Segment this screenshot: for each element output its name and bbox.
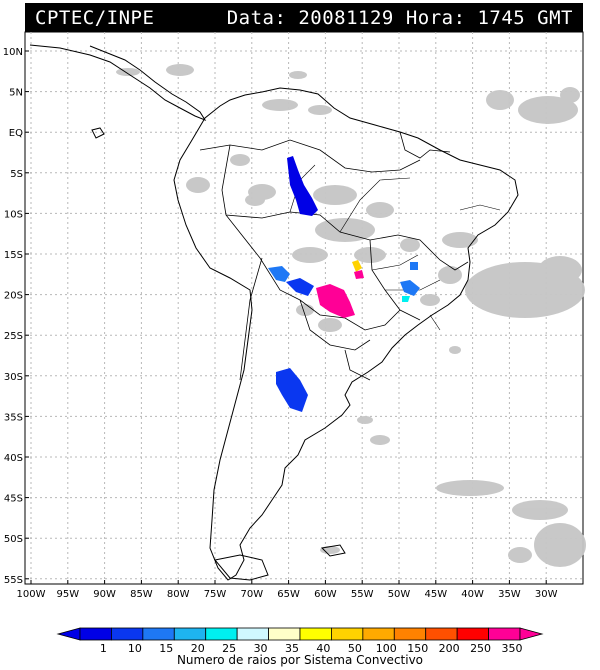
system-argentina — [276, 368, 308, 412]
legend-arrow-left — [56, 627, 81, 641]
falklands — [320, 544, 346, 557]
datetime-label: Data: 20081129 Hora: 1745 GMT — [227, 7, 573, 29]
cloud-cover — [116, 64, 586, 567]
lon-tick-label: 65W — [277, 589, 300, 600]
legend-value-label: 1 — [100, 642, 107, 655]
legend-caption: Numero de raios por Sistema Convectivo — [176, 653, 424, 667]
lon-tick-label: 55W — [351, 589, 374, 600]
lon-tick-label: 90W — [93, 589, 116, 600]
legend-value-label: 25 — [222, 642, 236, 655]
legend-swatch — [331, 627, 364, 641]
legend-arrow-right — [519, 627, 544, 641]
lon-tick-label: 60W — [314, 589, 337, 600]
lat-tick-label: 10S — [4, 209, 23, 220]
lat-tick-label: 15S — [4, 250, 23, 261]
system-goias-red — [354, 270, 364, 279]
legend-value-label: 10 — [128, 642, 142, 655]
lon-tick-label: 40W — [461, 589, 484, 600]
legend-value-label: 15 — [159, 642, 173, 655]
legend-swatch — [111, 627, 144, 641]
lon-tick-label: 70W — [240, 589, 263, 600]
legend-swatch — [173, 627, 207, 641]
legend-value-label: 40 — [316, 642, 330, 655]
lon-tick-label: 75W — [204, 589, 227, 600]
lat-tick-label: 10N — [3, 47, 23, 58]
lon-tick-label: 95W — [56, 589, 79, 600]
lat-tick-label: 40S — [4, 453, 23, 464]
legend-value-label: 100 — [376, 642, 397, 655]
lat-axis: 10N 5N EQ 5S 10S 15S 20S 25S 30S 35S 40S 45S 50S 55S — [3, 47, 29, 586]
lon-tick-label: 85W — [130, 589, 153, 600]
time-value: 1745 GMT — [477, 7, 573, 29]
lat-tick-label: 30S — [4, 372, 23, 383]
legend-value-label: 250 — [470, 642, 491, 655]
title-bar: CPTEC/INPE Data: 20081129 Hora: 1745 GMT — [25, 3, 583, 32]
date-value: 20081129 — [298, 7, 394, 29]
source-label: CPTEC/INPE — [35, 7, 155, 29]
system-goias — [352, 260, 362, 272]
lon-tick-label: 100W — [17, 589, 46, 600]
lat-tick-label: 5S — [10, 169, 23, 180]
legend-swatch — [456, 627, 489, 641]
legend-value-label: 150 — [407, 642, 428, 655]
legend-swatch — [268, 627, 301, 641]
tierra-del-fuego — [214, 554, 269, 581]
legend-value-label: 20 — [191, 642, 205, 655]
system-paraguay — [316, 284, 355, 318]
convective-systems — [268, 156, 420, 412]
legend-swatch — [205, 627, 238, 641]
legend-swatch — [236, 627, 269, 641]
legend-value-label: 50 — [348, 642, 362, 655]
legend-value-label: 35 — [285, 642, 299, 655]
lat-tick-label: 20S — [4, 291, 23, 302]
time-label: Hora: — [405, 7, 466, 29]
legend-swatch — [79, 627, 112, 641]
lat-tick-label: 25S — [4, 331, 23, 342]
system-minas-north — [410, 262, 418, 270]
lat-tick-label: EQ — [9, 128, 23, 139]
lon-tick-label: 50W — [388, 589, 411, 600]
galapagos — [91, 127, 105, 139]
lat-tick-label: 50S — [4, 534, 23, 545]
legend-swatch — [488, 627, 521, 641]
lon-tick-label: 30W — [535, 589, 558, 600]
legend-swatch — [425, 627, 458, 641]
legend-value-label: 30 — [254, 642, 268, 655]
legend-colorbar: 1 10 15 20 25 30 35 40 50 100 150 200 250 350 — [56, 627, 544, 655]
legend-value-label: 200 — [439, 642, 460, 655]
legend-swatch — [142, 627, 175, 641]
system-minas — [400, 280, 420, 296]
lon-tick-label: 80W — [167, 589, 190, 600]
lat-tick-label: 35S — [4, 412, 23, 423]
legend-swatch — [362, 627, 395, 641]
lat-tick-label: 55S — [4, 575, 23, 586]
lon-axis: 100W 95W 90W 85W 80W 75W 70W 65W 60W 55W 50W 45W 40W… — [17, 580, 558, 600]
system-sp-cyan — [402, 296, 410, 302]
lon-tick-label: 35W — [498, 589, 521, 600]
system-mato-grosso-west — [268, 266, 290, 282]
legend-swatch — [299, 627, 332, 641]
lon-tick-label: 45W — [424, 589, 447, 600]
system-amazon — [287, 156, 318, 216]
legend-value-label: 350 — [502, 642, 523, 655]
central-america-outline — [29, 44, 207, 122]
date-label: Data: — [226, 7, 287, 29]
lat-tick-label: 5N — [9, 88, 23, 99]
system-bolivia — [286, 278, 314, 296]
legend-swatch — [393, 627, 427, 641]
lat-tick-label: 45S — [4, 494, 23, 505]
